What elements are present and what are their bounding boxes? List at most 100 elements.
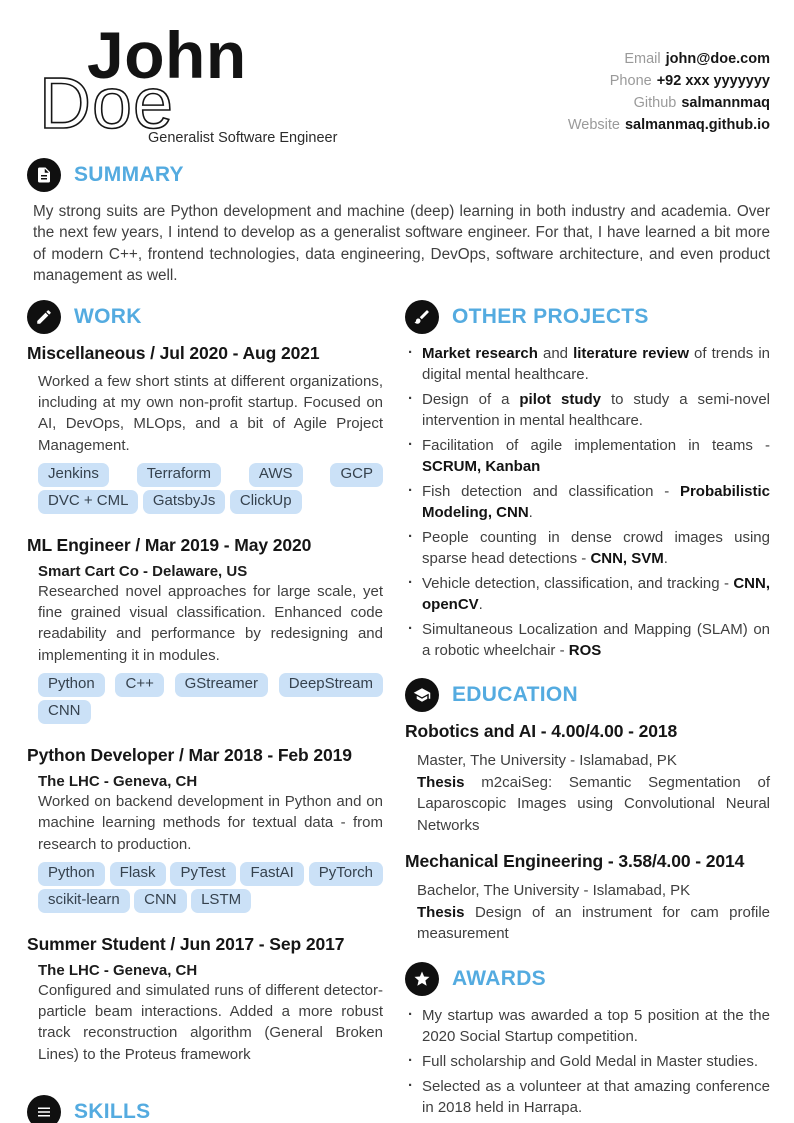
work-entries: Miscellaneous / Jul 2020 - Aug 2021 Work… xyxy=(27,343,383,1065)
section-work: WORK Miscellaneous / Jul 2020 - Aug 2021… xyxy=(27,299,383,1065)
work-entry: Summer Student / Jun 2017 - Sep 2017 The… xyxy=(27,934,383,1065)
section-education: EDUCATION Robotics and AI - 4.00/4.00 - … xyxy=(405,677,770,945)
skill-tag: Python xyxy=(38,672,105,697)
graduation-cap-icon xyxy=(405,677,439,712)
list-item-text: People counting in dense crowd images us… xyxy=(422,528,770,567)
contact-row: Website salmanmaq.github.io xyxy=(568,114,770,136)
summary-heading: SUMMARY xyxy=(27,158,770,192)
list-item-text: Selected as a volunteer at that amazing … xyxy=(422,1077,770,1116)
list-item: People counting in dense crowd images us… xyxy=(405,526,770,569)
job-description: Configured and simulated runs of differe… xyxy=(38,981,383,1063)
thesis-label: Thesis xyxy=(417,904,465,922)
job-company: Smart Cart Co - Delaware, US xyxy=(38,562,248,580)
job-title: Python Developer / Mar 2018 - Feb 2019 xyxy=(27,745,352,765)
list-item-text: Facilitation of agile implementation in … xyxy=(422,436,770,475)
header: Doe John Generalist Software Engineer Em… xyxy=(27,22,770,148)
education-body: Bachelor, The University - Islamabad, PK… xyxy=(405,880,770,945)
tag-list: Jenkins Terraform AWS GCP DVC + CML Gats… xyxy=(38,461,383,515)
job-body: Smart Cart Co - Delaware, US Researched … xyxy=(27,563,383,725)
skill-tag: AWS xyxy=(248,462,303,487)
education-title: Robotics and AI - 4.00/4.00 - 2018 xyxy=(405,720,678,741)
skill-tag: GCP xyxy=(330,462,383,487)
education-entries: Robotics and AI - 4.00/4.00 - 2018 Maste… xyxy=(405,721,770,945)
contact-value[interactable]: john@doe.com xyxy=(665,51,770,67)
section-summary: SUMMARY My strong suits are Python devel… xyxy=(27,158,770,287)
job-body: The LHC - Geneva, CH Configured and simu… xyxy=(27,962,383,1065)
list-item: Vehicle detection, classification, and t… xyxy=(405,572,770,615)
section-title-education: EDUCATION xyxy=(452,682,578,706)
work-entry: ML Engineer / Mar 2019 - May 2020 Smart … xyxy=(27,535,383,725)
section-other-projects: OTHER PROJECTS Market research and liter… xyxy=(405,299,770,661)
name-block: Doe John Generalist Software Engineer xyxy=(27,22,457,148)
education-title: Mechanical Engineering - 3.58/4.00 - 201… xyxy=(405,850,745,871)
contact-value[interactable]: salmannmaq xyxy=(681,95,770,111)
list-item: Full scholarship and Gold Medal in Maste… xyxy=(405,1050,770,1072)
education-body: Master, The University - Islamabad, PK T… xyxy=(405,750,770,836)
award-list: My startup was awarded a top 5 position … xyxy=(405,1004,770,1118)
skill-tag: DVC + CML xyxy=(38,489,139,514)
skill-tag: ClickUp xyxy=(229,489,302,514)
skill-tag: CNN xyxy=(38,699,91,724)
contact-block: Email john@doe.com Phone +92 xxx yyyyyyy Git… xyxy=(568,28,770,148)
job-description: Worked a few short stints at different o… xyxy=(38,372,383,454)
skill-tag: PyTest xyxy=(170,861,236,886)
contact-label: Website xyxy=(567,117,620,133)
education-entry: Mechanical Engineering - 3.58/4.00 - 201… xyxy=(405,851,770,945)
section-skills: SKILLS Languages: Python, C++, C, JavaSc… xyxy=(27,1095,383,1123)
work-entry: Miscellaneous / Jul 2020 - Aug 2021 Work… xyxy=(27,343,383,515)
job-title: Miscellaneous / Jul 2020 - Aug 2021 xyxy=(27,342,320,363)
skill-tag: FastAI xyxy=(240,861,304,886)
list-item: Facilitation of agile implementation in … xyxy=(405,434,770,477)
section-title-skills: SKILLS xyxy=(74,1100,151,1123)
skill-tag: PyTorch xyxy=(308,861,383,886)
thesis-text: Design of an instrument for cam profile … xyxy=(417,904,771,943)
skill-tag: LSTM xyxy=(191,888,252,913)
job-title: ML Engineer / Mar 2019 - May 2020 xyxy=(27,534,312,555)
skill-tag: DeepStream xyxy=(278,672,383,697)
job-body: Worked a few short stints at different o… xyxy=(27,371,383,515)
work-heading: WORK xyxy=(27,299,383,334)
section-awards: AWARDS My startup was awarded a top 5 po… xyxy=(405,961,770,1118)
contact-label: Github xyxy=(633,95,677,111)
list-item-text: Vehicle detection, classification, and t… xyxy=(422,574,770,613)
tag-list: Python C++ GStreamer DeepStream CNN xyxy=(38,671,383,725)
last-name: Doe xyxy=(38,64,175,144)
job-body: The LHC - Geneva, CH Worked on backend d… xyxy=(27,773,383,914)
first-name: John xyxy=(87,18,247,92)
two-column-body: WORK Miscellaneous / Jul 2020 - Aug 2021… xyxy=(27,299,770,1123)
thesis-label: Thesis xyxy=(417,773,465,791)
skill-tag: Flask xyxy=(109,861,166,886)
thesis-text: m2caiSeg: Semantic Segmentation of Lapar… xyxy=(417,773,770,834)
list-item: Design of a pilot study to study a semi-… xyxy=(405,388,770,431)
list-item: Fish detection and classification - Prob… xyxy=(405,480,770,523)
list-item: My startup was awarded a top 5 position … xyxy=(405,1004,770,1047)
work-entry: Python Developer / Mar 2018 - Feb 2019 T… xyxy=(27,745,383,914)
paintbrush-icon xyxy=(405,299,439,334)
list-item-text: Full scholarship and Gold Medal in Maste… xyxy=(422,1052,758,1070)
contact-row: Email john@doe.com xyxy=(568,48,770,70)
pencil-icon xyxy=(27,299,61,334)
list-item-text: Fish detection and classification - Prob… xyxy=(422,482,770,521)
skills-heading: SKILLS xyxy=(27,1095,383,1123)
tag-list: Python Flask PyTest FastAI PyTorch sciki… xyxy=(38,860,383,914)
list-item: Market research and literature review of… xyxy=(405,342,770,385)
contact-value[interactable]: salmanmaq.github.io xyxy=(624,117,770,133)
list-icon xyxy=(27,1095,61,1123)
job-description: Researched novel approaches for large sc… xyxy=(38,582,383,664)
section-title-projects: OTHER PROJECTS xyxy=(452,304,649,328)
project-list: Market research and literature review of… xyxy=(405,342,770,661)
projects-heading: OTHER PROJECTS xyxy=(405,299,770,334)
list-item-text: Market research and literature review of… xyxy=(422,344,770,383)
contact-label: Phone xyxy=(609,73,652,89)
awards-heading: AWARDS xyxy=(405,961,770,996)
skill-tag: Jenkins xyxy=(38,462,109,487)
list-item-text: Simultaneous Localization and Mapping (S… xyxy=(422,620,770,659)
skill-tag: GStreamer xyxy=(174,672,268,697)
skill-tag: Terraform xyxy=(136,462,221,487)
job-company: The LHC - Geneva, CH xyxy=(38,773,198,790)
job-company: The LHC - Geneva, CH xyxy=(38,961,198,979)
education-thesis: Thesis Design of an instrument for cam p… xyxy=(417,902,770,945)
contact-row: Phone +92 xxx yyyyyyy xyxy=(568,70,770,92)
contact-value[interactable]: +92 xxx yyyyyyy xyxy=(656,73,770,89)
